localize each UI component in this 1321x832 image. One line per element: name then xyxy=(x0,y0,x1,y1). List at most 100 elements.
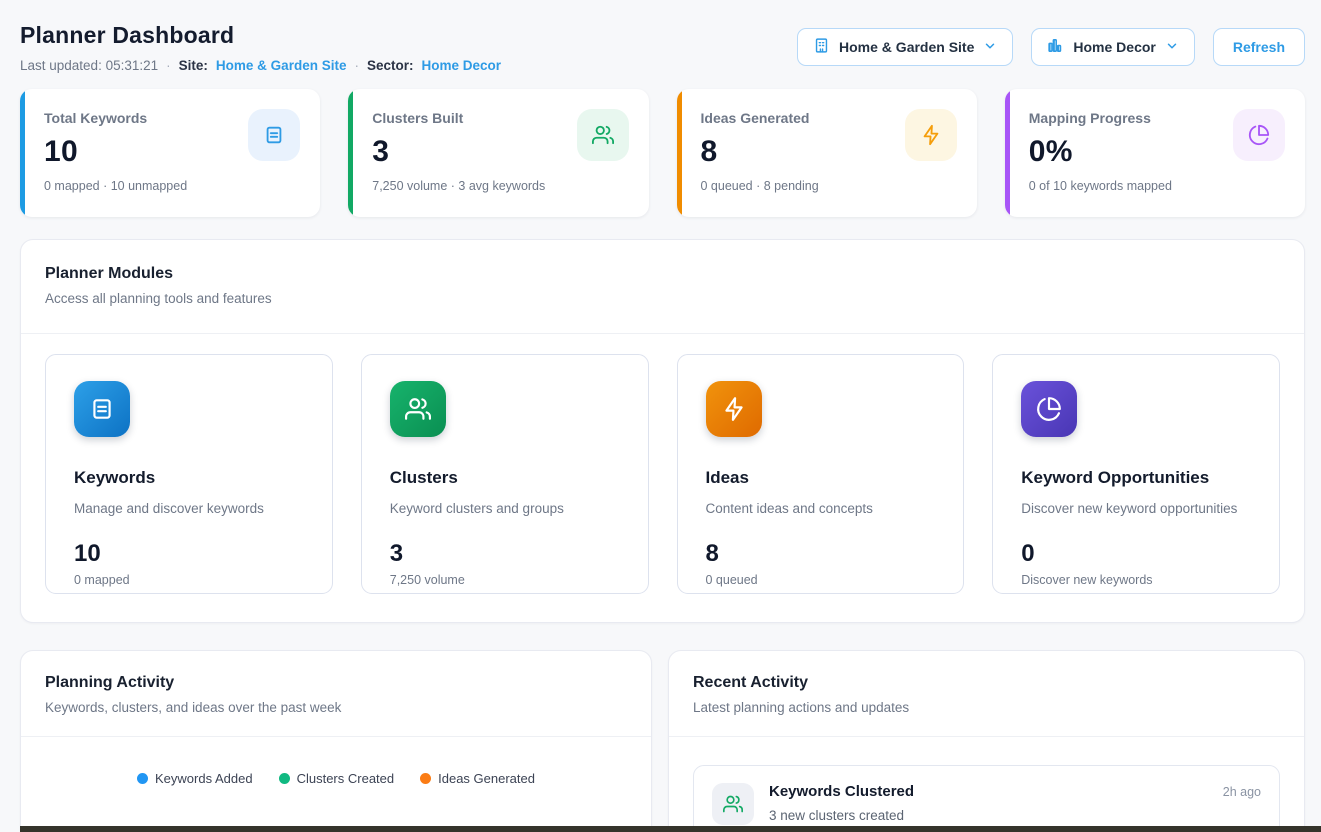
meta-separator: · xyxy=(166,58,171,73)
modules-grid: Keywords Manage and discover keywords 10… xyxy=(21,334,1304,622)
module-value: 3 xyxy=(389,540,404,567)
stat-card-total-keywords: Total Keywords 10 0 mapped · 10 unmapped xyxy=(20,89,321,217)
recent-activity-header: Recent Activity Latest planning actions … xyxy=(669,651,1304,737)
legend-dot-orange xyxy=(420,773,432,784)
module-title: Keywords xyxy=(74,468,156,487)
chart-legend: Keywords Added Clusters Created Ideas Ge… xyxy=(21,771,651,786)
modules-header: Planner Modules Access all planning tool… xyxy=(21,240,1304,334)
stat-accent-bar xyxy=(1004,89,1010,217)
stat-subtext: 0 queued · 8 pending xyxy=(700,179,819,193)
module-description: Keyword clusters and groups xyxy=(389,501,564,516)
building-icon xyxy=(813,37,830,57)
page-header: Planner Dashboard Last updated: 05:31:21… xyxy=(20,22,1305,73)
stat-card-clusters-built: Clusters Built 3 7,250 volume · 3 avg ke… xyxy=(348,89,649,217)
stat-value: 10 xyxy=(44,135,78,168)
bottom-row: Planning Activity Keywords, clusters, an… xyxy=(20,650,1305,832)
refresh-button[interactable]: Refresh xyxy=(1212,28,1305,66)
users-icon xyxy=(389,381,446,437)
users-icon xyxy=(576,109,629,161)
activity-item-keywords-clustered[interactable]: Keywords Clustered 2h ago 3 new clusters… xyxy=(693,765,1280,832)
module-card-keywords[interactable]: Keywords Manage and discover keywords 10… xyxy=(45,354,333,594)
modules-subtitle: Access all planning tools and features xyxy=(45,291,272,306)
module-value: 10 xyxy=(74,540,101,567)
sector-dropdown-label: Home Decor xyxy=(1073,39,1156,55)
module-card-ideas[interactable]: Ideas Content ideas and concepts 8 0 que… xyxy=(676,354,965,594)
module-title: Clusters xyxy=(389,468,458,487)
bar-chart-icon xyxy=(1047,37,1064,57)
header-left: Planner Dashboard Last updated: 05:31:21… xyxy=(20,22,501,73)
recent-activity-panel: Recent Activity Latest planning actions … xyxy=(668,650,1305,832)
module-subtext: 7,250 volume xyxy=(389,573,465,587)
site-dropdown-label: Home & Garden Site xyxy=(839,39,975,55)
pie-chart-icon xyxy=(1233,109,1285,161)
module-description: Content ideas and concepts xyxy=(705,501,873,516)
chevron-down-icon xyxy=(1165,39,1179,56)
stat-card-mapping-progress: Mapping Progress 0% 0 of 10 keywords map… xyxy=(1004,89,1305,217)
activity-description: 3 new clusters created xyxy=(769,808,905,823)
legend-label: Keywords Added xyxy=(155,771,253,786)
recent-activity-title: Recent Activity xyxy=(693,674,808,691)
stat-cards-row: Total Keywords 10 0 mapped · 10 unmapped… xyxy=(20,89,1305,217)
stat-subtext: 0 of 10 keywords mapped xyxy=(1028,179,1172,193)
module-title: Ideas xyxy=(705,468,749,487)
sector-link[interactable]: Home Decor xyxy=(421,58,501,73)
module-value: 8 xyxy=(705,540,719,567)
module-subtext: 0 queued xyxy=(705,573,758,587)
header-meta: Last updated: 05:31:21 · Site: Home & Ga… xyxy=(20,58,501,73)
recent-activity-subtitle: Latest planning actions and updates xyxy=(693,700,910,715)
module-card-keyword-opportunities[interactable]: Keyword Opportunities Discover new keywo… xyxy=(992,354,1280,594)
meta-separator: · xyxy=(354,58,359,73)
module-card-clusters[interactable]: Clusters Keyword clusters and groups 3 7… xyxy=(360,354,649,594)
legend-clusters-created: Clusters Created xyxy=(278,771,395,786)
module-value: 0 xyxy=(1021,540,1035,567)
document-icon xyxy=(74,381,130,437)
module-title: Keyword Opportunities xyxy=(1021,468,1210,487)
page-title: Planner Dashboard xyxy=(20,22,235,48)
lightning-icon xyxy=(705,381,762,437)
planning-activity-title: Planning Activity xyxy=(45,674,175,691)
chevron-down-icon xyxy=(983,39,997,56)
module-subtext: Discover new keywords xyxy=(1021,573,1153,587)
site-link[interactable]: Home & Garden Site xyxy=(215,58,347,73)
legend-dot-green xyxy=(278,773,290,784)
stat-value: 8 xyxy=(700,135,718,168)
stat-accent-bar xyxy=(676,89,682,217)
module-description: Discover new keyword opportunities xyxy=(1021,501,1238,516)
stat-accent-bar xyxy=(20,89,25,217)
stat-label: Mapping Progress xyxy=(1028,110,1151,126)
document-icon xyxy=(248,109,301,161)
legend-keywords-added: Keywords Added xyxy=(137,771,253,786)
stat-label: Clusters Built xyxy=(372,110,464,126)
legend-ideas-generated: Ideas Generated xyxy=(420,771,535,786)
legend-label: Clusters Created xyxy=(296,771,395,786)
planner-modules-panel: Planner Modules Access all planning tool… xyxy=(20,239,1305,623)
site-label: Site: xyxy=(178,58,208,73)
pie-chart-icon xyxy=(1021,381,1078,437)
legend-dot-blue xyxy=(137,773,148,784)
header-controls: Home & Garden Site Home Decor Refresh xyxy=(797,28,1305,66)
planning-activity-subtitle: Keywords, clusters, and ideas over the p… xyxy=(45,700,342,715)
activity-title: Keywords Clustered xyxy=(769,783,915,800)
sector-label: Sector: xyxy=(366,58,414,73)
site-dropdown[interactable]: Home & Garden Site xyxy=(797,28,1014,66)
stat-value: 0% xyxy=(1028,135,1073,168)
stat-label: Total Keywords xyxy=(44,110,148,126)
stat-subtext: 7,250 volume · 3 avg keywords xyxy=(372,179,546,193)
stat-label: Ideas Generated xyxy=(700,110,810,126)
module-description: Manage and discover keywords xyxy=(74,501,264,516)
last-updated: Last updated: 05:31:21 xyxy=(20,58,159,73)
stat-value: 3 xyxy=(372,135,390,168)
stat-subtext: 0 mapped · 10 unmapped xyxy=(44,179,188,193)
stat-card-ideas-generated: Ideas Generated 8 0 queued · 8 pending xyxy=(676,89,977,217)
legend-label: Ideas Generated xyxy=(438,771,535,786)
activity-body: Keywords Clustered 2h ago 3 new clusters… xyxy=(769,783,1261,823)
module-subtext: 0 mapped xyxy=(74,573,130,587)
activity-timestamp: 2h ago xyxy=(1222,785,1261,799)
planning-activity-panel: Planning Activity Keywords, clusters, an… xyxy=(20,650,652,832)
users-icon xyxy=(712,783,754,825)
stat-accent-bar xyxy=(348,89,354,217)
taskbar-edge-strip xyxy=(20,826,1321,832)
lightning-icon xyxy=(904,109,957,161)
sector-dropdown[interactable]: Home Decor xyxy=(1031,28,1195,66)
